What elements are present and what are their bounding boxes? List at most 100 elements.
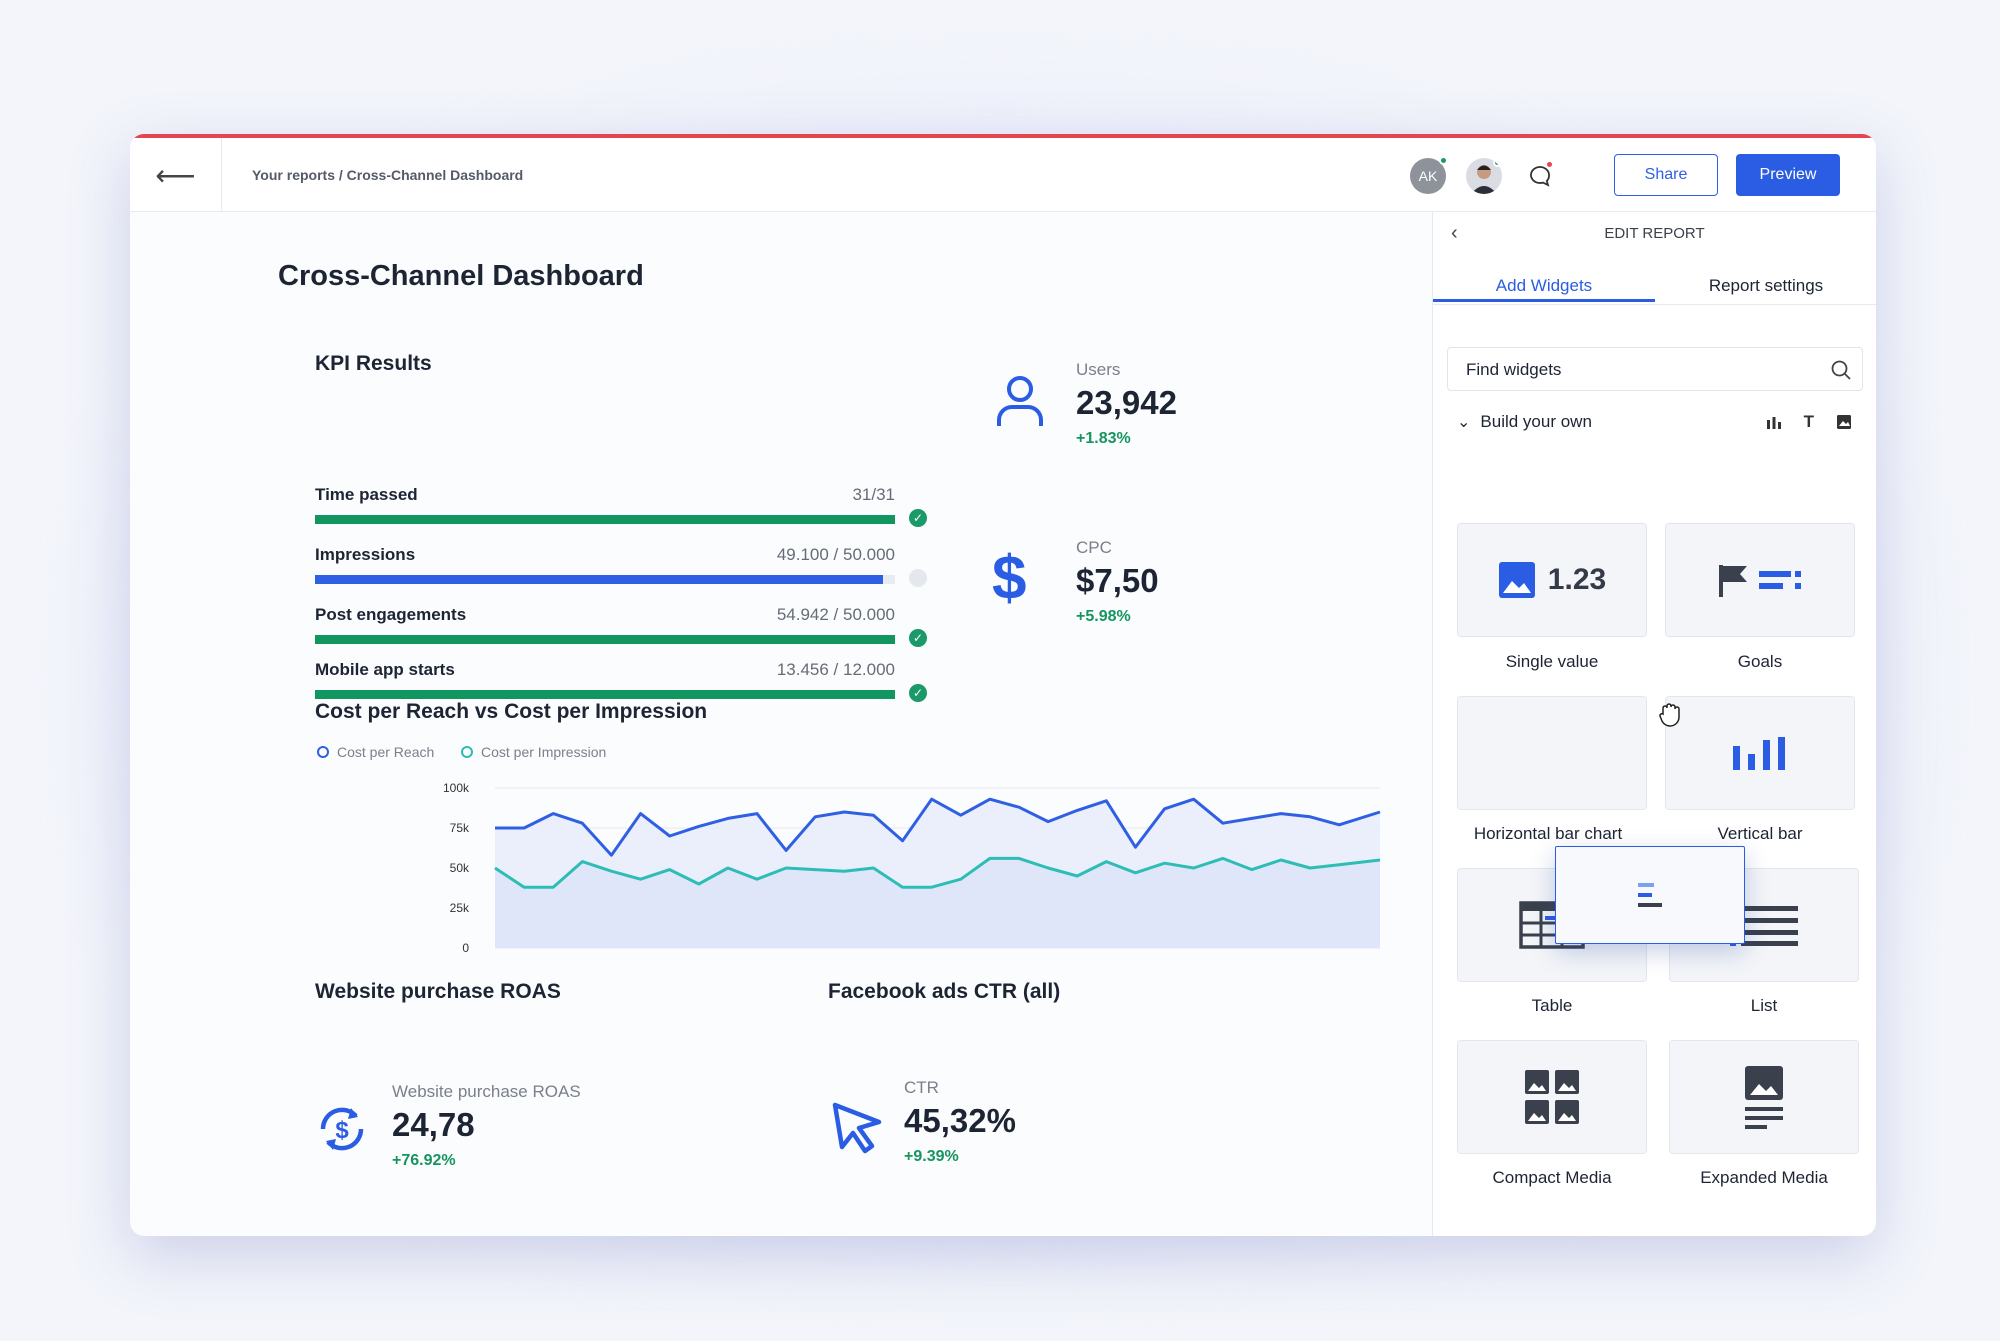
back-arrow-icon[interactable]: ⟵ [130, 138, 222, 212]
chevron-down-icon: ⌄ [1457, 414, 1471, 431]
legend-cost-per-reach[interactable]: Cost per Reach [317, 744, 434, 760]
ctr-value: 45,32% [904, 1102, 1016, 1139]
widget-label: Compact Media [1492, 1168, 1612, 1187]
kpi-label: Post engagements [315, 605, 467, 624]
kpi-label: Mobile app starts [315, 660, 455, 679]
widget-single-value[interactable]: 1.23 [1457, 523, 1647, 637]
widget-type-icons: T [1766, 412, 1852, 432]
y-tick-label: 75k [450, 821, 470, 835]
widget-expanded-media[interactable] [1669, 1040, 1859, 1154]
check-circle-icon: ✓ [909, 684, 927, 702]
panel-title: EDIT REPORT [1604, 225, 1705, 242]
kpi-value: 49.100 / 50.000 [776, 545, 895, 564]
app-window: ⟵ Your reports / Cross-Channel Dashboard… [130, 134, 1876, 1236]
search-icon[interactable] [1830, 359, 1852, 381]
vertical-bar-icon [1733, 737, 1785, 770]
cpc-value: $7,50 [1076, 562, 1159, 599]
ctr-title: Facebook ads CTR (all) [828, 980, 1061, 1003]
stats-card[interactable] [966, 320, 1416, 640]
panel-header: ‹ EDIT REPORT [1433, 212, 1876, 252]
tab-report-settings[interactable]: Report settings [1708, 276, 1824, 295]
image-icon [1498, 562, 1535, 598]
kpi-progress-bar [315, 635, 895, 644]
cpc-delta: +5.98% [1076, 608, 1131, 625]
widget-label: Horizontal bar chart [1473, 824, 1623, 843]
widget-goals[interactable] [1665, 523, 1855, 637]
bar-chart-icon[interactable] [1766, 415, 1782, 429]
expanded-media-icon [1745, 1066, 1783, 1129]
text-icon[interactable]: T [1803, 412, 1814, 431]
svg-text:$: $ [335, 1117, 349, 1144]
kpi-progress-fill [315, 575, 884, 584]
avatar-photo[interactable] [1466, 158, 1502, 194]
check-circle-icon: ✓ [909, 629, 927, 647]
roas-title: Website purchase ROAS [315, 980, 561, 1003]
users-value: 23,942 [1076, 384, 1177, 421]
kpi-progress-fill [315, 515, 895, 524]
dragged-widget-horizontal-bar[interactable] [1555, 846, 1745, 944]
y-tick-label: 100k [443, 781, 470, 795]
chart-title: Cost per Reach vs Cost per Impression [315, 700, 708, 723]
widget-compact-media[interactable] [1457, 1040, 1647, 1154]
breadcrumb[interactable]: Your reports / Cross-Channel Dashboard [252, 167, 524, 183]
image-icon[interactable] [1836, 414, 1852, 430]
series-line [494, 856, 1381, 889]
y-tick-label: 50k [450, 861, 470, 875]
legend-dot [317, 746, 329, 758]
legend-dot [461, 746, 473, 758]
search-input[interactable]: Find widgets [1447, 347, 1863, 391]
legend-label: Cost per Reach [337, 744, 435, 760]
online-status-dot [1439, 156, 1448, 165]
chevron-left-icon[interactable]: ‹ [1451, 222, 1458, 244]
legend-cost-per-impression[interactable]: Cost per Impression [461, 744, 606, 760]
users-label: Users [1076, 360, 1121, 379]
flag-goals-icon [1719, 565, 1801, 597]
grab-hand-cursor-icon [1659, 703, 1680, 727]
kpi-value: 13.456 / 12.000 [776, 660, 895, 679]
kpi-value: 54.942 / 50.000 [776, 605, 895, 624]
widget-label: Table [1531, 996, 1573, 1015]
pending-circle-icon [909, 569, 927, 587]
avatar[interactable]: AK [1410, 156, 1448, 194]
ctr-label: CTR [904, 1078, 939, 1097]
comments-icon[interactable] [1522, 158, 1558, 194]
roas-label: Website purchase ROAS [392, 1082, 581, 1101]
single-value-sample: 1.23 [1547, 563, 1607, 596]
kpi-title: KPI Results [315, 352, 432, 375]
online-status-dot [1493, 158, 1502, 167]
kpi-progress-bar [315, 575, 895, 584]
kpi-progress-bar [315, 690, 895, 699]
roas-delta: +76.92% [392, 1152, 456, 1169]
preview-button[interactable]: Preview [1736, 154, 1840, 196]
series-line [495, 797, 1381, 857]
kpi-progress-bar [315, 515, 895, 524]
line-chart[interactable]: 100k75k50k25k001020304050607080910111213… [300, 768, 1400, 958]
build-your-own-toggle[interactable]: ⌄ Build your own [1457, 412, 1592, 432]
widget-vertical-bar[interactable] [1665, 696, 1855, 810]
kpi-card[interactable] [278, 320, 968, 640]
dollar-icon: $ [992, 544, 1027, 613]
y-tick-label: 25k [450, 901, 470, 915]
top-bar: ⟵ Your reports / Cross-Channel Dashboard… [130, 138, 1876, 212]
tab-add-widgets[interactable]: Add Widgets [1433, 262, 1655, 302]
avatar-initials: AK [1418, 168, 1438, 184]
horizontal-bar-icon [1638, 883, 1662, 907]
kpi-label: Time passed [315, 485, 418, 504]
widget-label: Expanded Media [1700, 1168, 1828, 1187]
tab-divider [1433, 304, 1876, 305]
check-circle-icon: ✓ [909, 509, 927, 527]
person-photo-icon [1471, 165, 1497, 194]
page-title: Cross-Channel Dashboard [278, 260, 644, 292]
widget-label: Goals [1737, 652, 1783, 671]
notification-dot [1545, 160, 1554, 169]
share-button[interactable]: Share [1614, 154, 1718, 196]
series-area [495, 858, 1380, 948]
y-tick-label: 0 [462, 941, 469, 955]
roas-value: 24,78 [392, 1106, 475, 1143]
cursor-pointer-icon [832, 1102, 882, 1154]
user-icon [997, 376, 1043, 426]
cpc-label: CPC [1076, 538, 1112, 557]
widget-label: Single value [1505, 652, 1599, 671]
widget-label: List [1750, 996, 1778, 1015]
roas-cycle-dollar-icon: $ [320, 1107, 364, 1151]
